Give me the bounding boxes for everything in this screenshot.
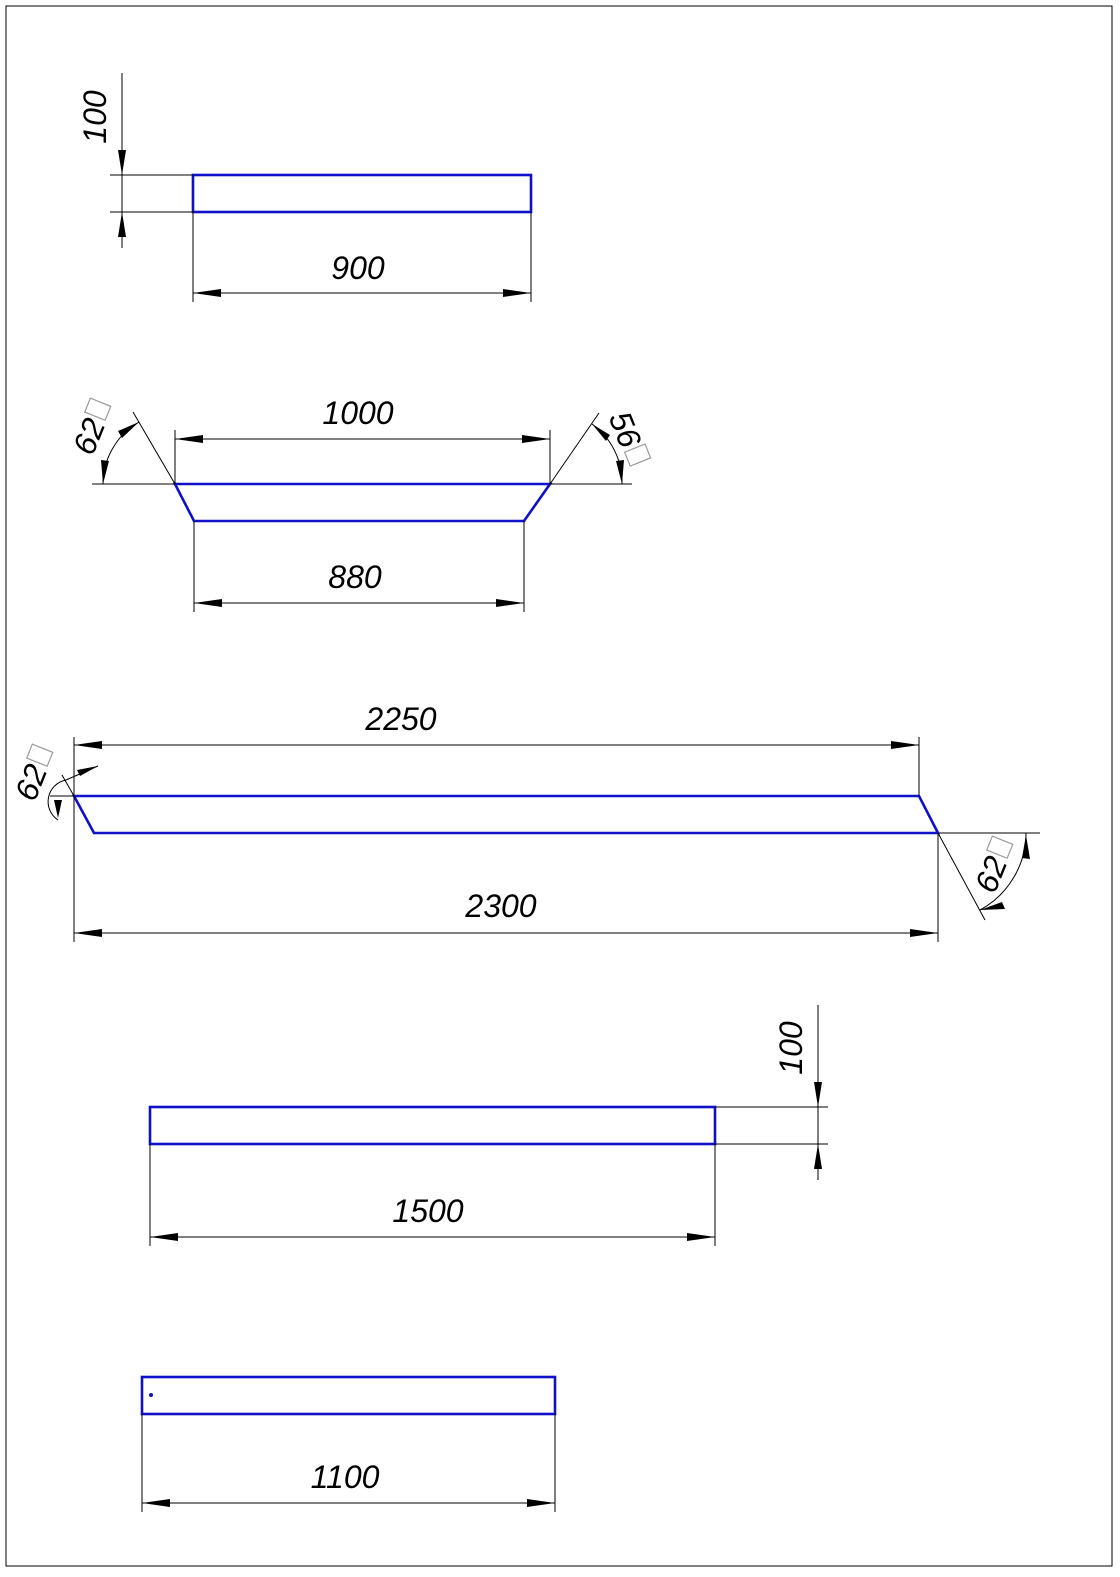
- part-2: 1000 880 62 56: [66, 395, 652, 612]
- arrow-head: [150, 1233, 178, 1241]
- arrow-head: [592, 424, 610, 441]
- dimension-label-2300: 2300: [464, 888, 536, 924]
- part-5: 1100: [140, 1375, 557, 1512]
- arrow-head: [496, 599, 524, 607]
- arrow-head: [101, 460, 109, 484]
- angle-extension-line: [61, 774, 75, 797]
- arrow-head: [1022, 835, 1030, 859]
- point-marker: [149, 1393, 153, 1397]
- missing-degree-glyph: [623, 443, 652, 467]
- dimension-label-900: 900: [331, 250, 385, 286]
- angle-extension-line: [549, 412, 600, 485]
- part-1: 900 100: [77, 73, 533, 302]
- arrow-head: [194, 599, 222, 607]
- dimension-label-100: 100: [77, 90, 113, 144]
- arrow-head: [687, 1233, 715, 1241]
- arrow-head: [980, 902, 1005, 910]
- dimension-label-2250: 2250: [364, 701, 436, 737]
- arrow-head: [814, 1082, 822, 1107]
- dimension-label-100: 100: [773, 1021, 809, 1075]
- part-4-outline: [148, 1105, 717, 1146]
- part-3: 2250 2300 62 62: [8, 701, 1040, 942]
- part-3-outline: [71, 794, 941, 835]
- dimension-label-1500: 1500: [392, 1193, 463, 1229]
- arrow-head: [616, 460, 624, 484]
- arrow-head: [175, 435, 203, 443]
- dimension-label-1000: 1000: [322, 395, 393, 431]
- arrow-head: [142, 1499, 170, 1507]
- arrow-head: [118, 212, 126, 237]
- part-5-outline: [140, 1375, 557, 1416]
- missing-degree-glyph: [83, 397, 112, 422]
- arrow-head: [527, 1499, 555, 1507]
- missing-degree-glyph: [985, 835, 1014, 860]
- arrow-head: [118, 150, 126, 175]
- angle-arc: [47, 779, 67, 821]
- dimension-label-880: 880: [328, 559, 382, 595]
- arrow-head: [814, 1144, 822, 1169]
- arrow-head: [910, 929, 938, 937]
- part-4: 1500 100: [148, 1005, 828, 1246]
- arrow-head: [503, 289, 531, 297]
- arrow-head: [118, 422, 139, 438]
- sheet-border: [5, 5, 1113, 1567]
- missing-degree-glyph: [25, 743, 54, 768]
- angle-extension-line: [132, 411, 176, 485]
- arrow-head: [74, 929, 102, 937]
- part-2-outline: [172, 482, 553, 523]
- angle-extension-line: [937, 832, 986, 921]
- arrow-head: [522, 435, 550, 443]
- arrow-head: [54, 800, 62, 818]
- arrow-head: [891, 741, 919, 749]
- leader-line: [65, 765, 99, 781]
- dimension-label-1100: 1100: [311, 1459, 380, 1495]
- part-1-outline: [191, 173, 533, 214]
- arrow-head: [193, 289, 221, 297]
- arrow-head: [74, 741, 102, 749]
